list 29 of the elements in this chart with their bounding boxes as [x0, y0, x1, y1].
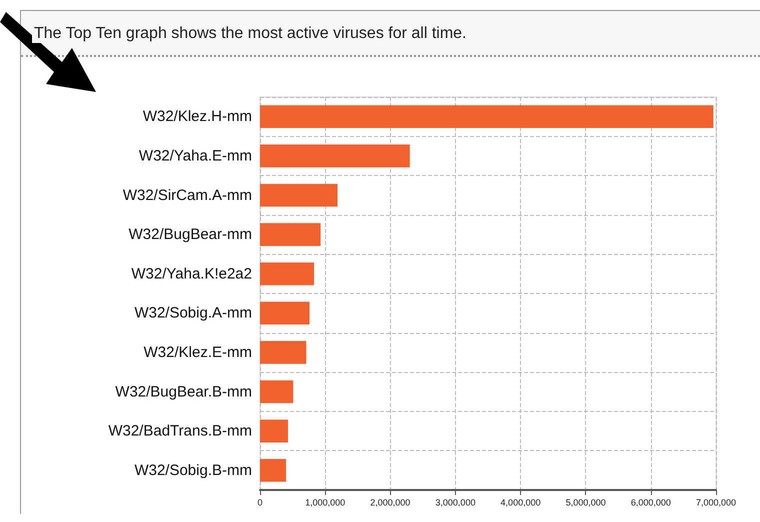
bar	[260, 420, 288, 442]
y-tick-label: W32/Klez.E-mm	[144, 344, 252, 361]
y-tick-label: W32/Klez.H-mm	[142, 108, 252, 126]
y-tick-label: W32/Sobig.B-mm	[134, 462, 252, 479]
y-tick-label: W32/SirCam.A-mm	[122, 186, 252, 204]
x-tick-label: 3,000,000	[435, 498, 476, 508]
y-tick-label: W32/BugBear.B-mm	[115, 383, 252, 400]
bar	[260, 341, 306, 364]
y-tick-label: W32/BadTrans.B-mm	[108, 422, 252, 440]
x-tick-label: 1,000,000	[305, 498, 346, 508]
bar	[260, 458, 286, 482]
y-tick-label: W32/Yaha.K!e2a2	[131, 265, 252, 282]
bar	[260, 302, 310, 325]
x-tick-label: 2,000,000	[370, 498, 410, 508]
bar	[260, 223, 321, 246]
bar	[260, 380, 294, 404]
bar	[260, 184, 338, 207]
bar	[260, 144, 410, 168]
x-tick-label: 4,000,000	[500, 498, 541, 508]
x-tick-label: 0	[257, 498, 263, 508]
bar	[260, 105, 714, 128]
y-tick-label: W32/Sobig.A-mm	[134, 304, 252, 322]
x-tick-label: 5,000,000	[566, 498, 606, 508]
chart-title: The Top Ten graph shows the most active viruses for all time.	[32, 25, 468, 43]
x-tick-label: 6,000,000	[630, 498, 671, 508]
bar	[260, 262, 314, 286]
y-tick-label: W32/BugBear-mm	[128, 226, 252, 244]
x-tick-label: 7,000,000	[696, 498, 736, 508]
y-tick-label: W32/Yaha.E-mm	[138, 147, 252, 164]
